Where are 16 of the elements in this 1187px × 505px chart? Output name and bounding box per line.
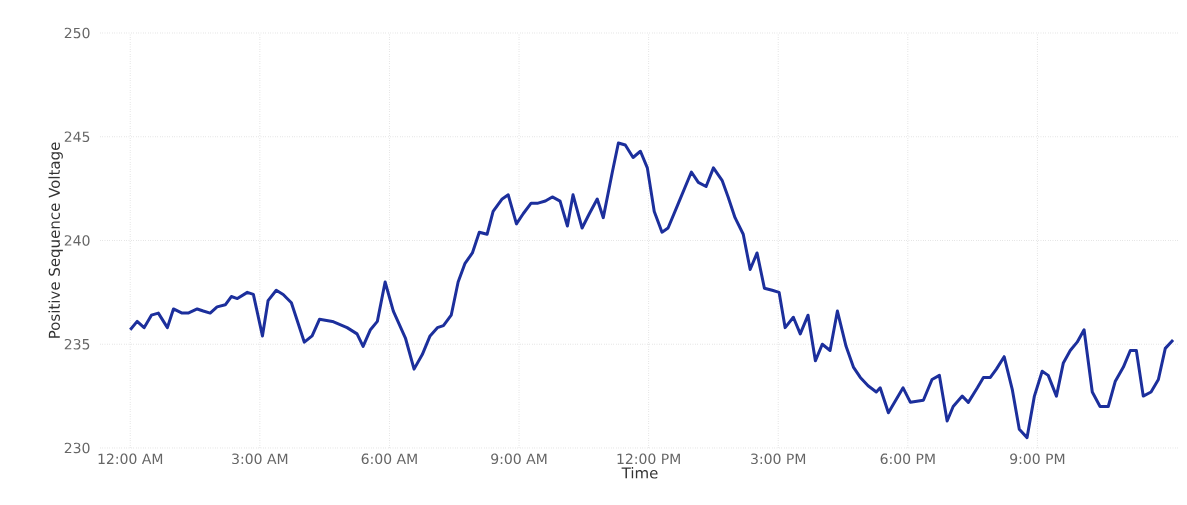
y-axis-title: Positive Sequence Voltage: [48, 142, 63, 338]
y-tick-label: 245: [64, 131, 90, 143]
y-tick-label: 230: [64, 442, 90, 454]
x-axis-title: Time: [621, 466, 658, 479]
x-tick-label: 6:00 PM: [880, 453, 935, 465]
y-tick-label: 235: [64, 338, 90, 350]
y-tick-label: 250: [64, 27, 90, 39]
y-tick-label: 240: [64, 235, 90, 246]
x-tick-label: 9:00 AM: [491, 453, 547, 465]
x-tick-label: 3:00 PM: [751, 453, 806, 465]
x-tick-label: 6:00 AM: [361, 453, 417, 465]
x-tick-label: 12:00 PM: [617, 453, 680, 465]
x-tick-label: 9:00 PM: [1010, 453, 1065, 465]
line-series: [128, 141, 1175, 440]
x-tick-label: 12:00 AM: [98, 453, 163, 465]
x-tick-label: 3:00 AM: [232, 453, 288, 465]
